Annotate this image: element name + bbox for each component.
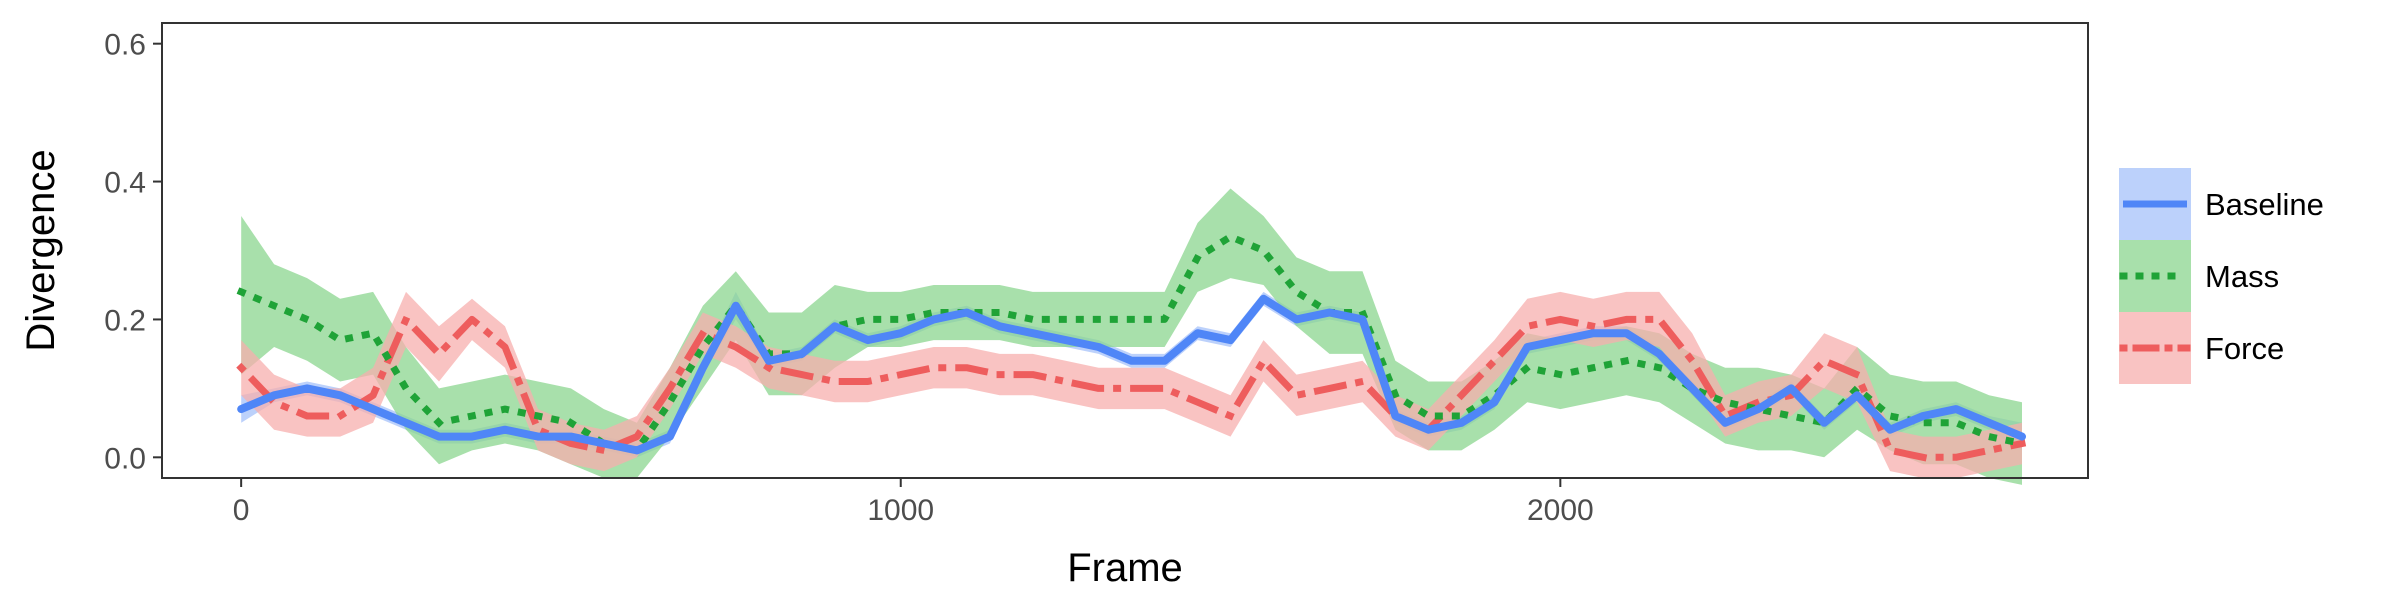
- legend: Baseline Mass Force: [2119, 168, 2324, 384]
- y-tick-label: 0.0: [104, 442, 146, 475]
- x-axis-title: Frame: [1067, 546, 1183, 590]
- y-tick-label: 0.2: [104, 304, 146, 337]
- x-tick-label: 2000: [1527, 494, 1594, 527]
- line-baseline: [237, 294, 2026, 455]
- y-tick-label: 0.6: [104, 29, 146, 62]
- x-tick-label: 0: [233, 494, 250, 527]
- legend-item-baseline: Baseline: [2119, 168, 2324, 240]
- x-axis: 0 1000 2000: [233, 478, 1594, 527]
- line-force: [236, 315, 2027, 461]
- x-tick-label: 1000: [867, 494, 934, 527]
- legend-label: Baseline: [2205, 187, 2324, 222]
- plot-panel-border: [161, 22, 2089, 479]
- legend-label: Mass: [2205, 259, 2279, 294]
- confidence-bands: [241, 188, 2023, 485]
- legend-item-force: Force: [2119, 312, 2284, 384]
- series-lines: [236, 233, 2027, 461]
- line-mass: [236, 233, 2027, 454]
- legend-label: Force: [2205, 331, 2284, 366]
- y-axis: 0.0 0.2 0.4 0.6: [104, 29, 162, 475]
- legend-item-mass: Mass: [2119, 240, 2279, 312]
- y-axis-title: Divergence: [19, 149, 63, 351]
- y-tick-label: 0.4: [104, 167, 146, 200]
